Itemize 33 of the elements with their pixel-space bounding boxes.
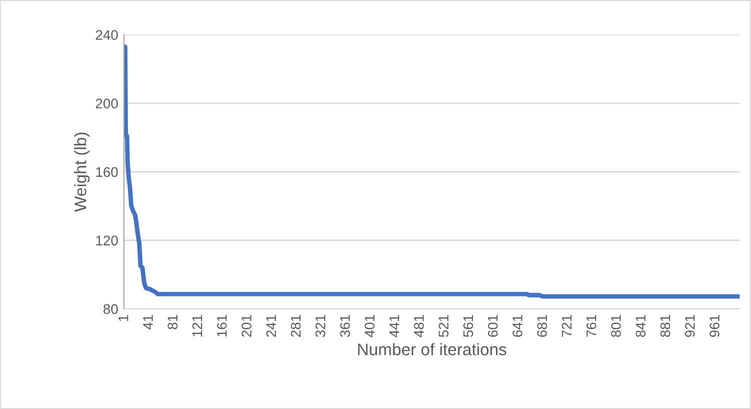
x-tick-label: 761 bbox=[586, 315, 596, 337]
y-tick-label: 200 bbox=[96, 98, 118, 108]
x-tick-label: 321 bbox=[315, 315, 326, 337]
line-series bbox=[124, 44, 740, 299]
x-tick-label: 601 bbox=[488, 315, 498, 337]
x-tick-label: 361 bbox=[340, 315, 350, 337]
y-axis-title: Weight (lb) bbox=[74, 132, 90, 212]
x-tick-label: 641 bbox=[512, 315, 522, 337]
x-tick-label: 441 bbox=[390, 315, 400, 338]
x-tick-label: 241 bbox=[266, 315, 276, 337]
x-tick-label: 81 bbox=[168, 315, 178, 330]
x-tick-label: 921 bbox=[684, 315, 695, 337]
x-tick-label: 961 bbox=[710, 315, 720, 337]
y-tick-label: 80 bbox=[104, 304, 118, 314]
y-tick-label: 160 bbox=[96, 167, 118, 177]
x-tick-label: 561 bbox=[463, 315, 474, 337]
x-tick-label: 481 bbox=[414, 315, 424, 338]
x-tick-label: 401 bbox=[364, 315, 375, 338]
x-tick-label: 801 bbox=[611, 315, 621, 337]
x-tick-label: 881 bbox=[660, 315, 670, 337]
x-tick-label: 521 bbox=[438, 315, 448, 337]
x-tick-label: 841 bbox=[636, 315, 646, 337]
x-tick-label: 41 bbox=[143, 315, 153, 330]
y-tick-label: 240 bbox=[96, 30, 118, 40]
x-tick-label: 721 bbox=[562, 315, 572, 337]
x-axis-title: Number of iterations bbox=[358, 343, 506, 356]
y-tick-label: 120 bbox=[96, 236, 118, 246]
x-tick-label: 161 bbox=[216, 315, 227, 336]
x-tick-label: 121 bbox=[192, 315, 202, 336]
x-tick-label: 281 bbox=[290, 315, 301, 337]
x-tick-label: 201 bbox=[242, 315, 252, 337]
x-tick-label: 681 bbox=[537, 315, 548, 337]
x-tick-label: 1 bbox=[118, 315, 128, 322]
